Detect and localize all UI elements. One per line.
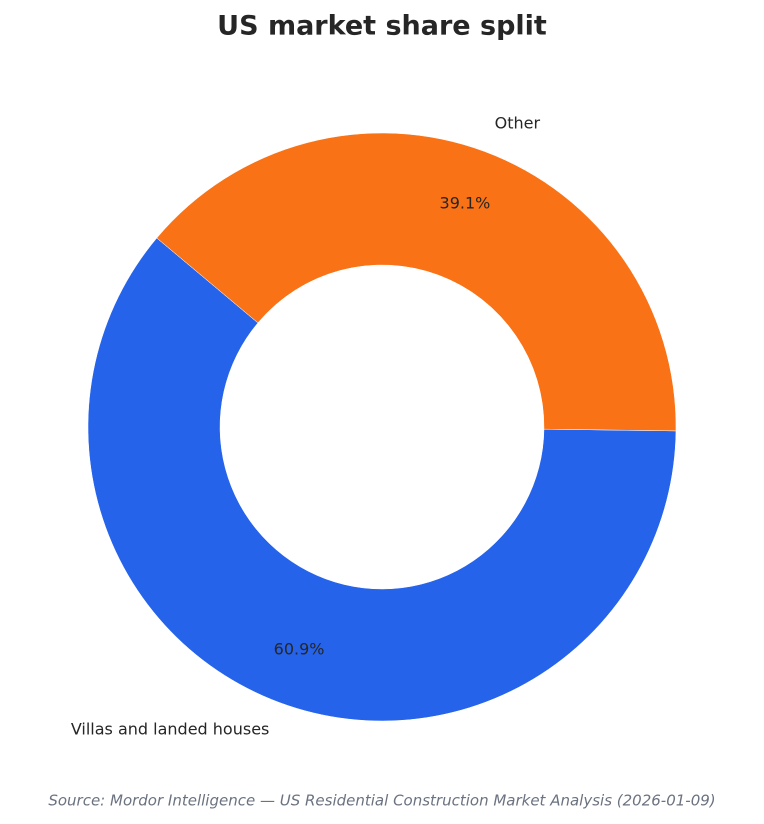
source-note: Source: Mordor Intelligence — US Residen…: [48, 792, 715, 810]
donut-slice: [156, 132, 677, 432]
category-label: Other: [495, 113, 541, 132]
donut-slice: [87, 237, 677, 722]
value-label: 39.1%: [440, 193, 491, 212]
chart-title: US market share split: [217, 11, 547, 42]
category-label: Villas and landed houses: [71, 720, 270, 739]
value-label: 60.9%: [274, 640, 325, 659]
